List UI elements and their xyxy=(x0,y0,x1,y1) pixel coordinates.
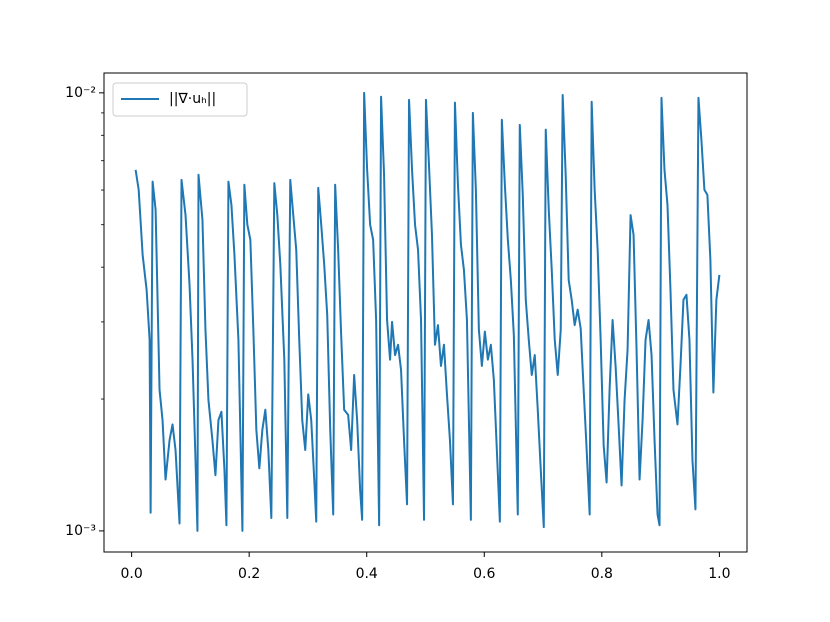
y-tick-label: 10⁻³ xyxy=(65,523,96,539)
x-tick-label: 0.8 xyxy=(591,566,613,582)
x-tick-label: 0.6 xyxy=(473,566,495,582)
plot-frame xyxy=(103,72,748,553)
legend-label: ||∇·uₕ|| xyxy=(169,91,216,107)
x-tick-label: 0.0 xyxy=(120,566,142,582)
x-tick-label: 0.4 xyxy=(356,566,378,582)
x-tick-label: 1.0 xyxy=(708,566,730,582)
data-line xyxy=(134,91,721,532)
y-tick-label: 10⁻² xyxy=(65,85,96,101)
x-tick-label: 0.2 xyxy=(238,566,260,582)
legend-box xyxy=(112,82,248,117)
legend: ||∇·uₕ|| xyxy=(112,82,248,117)
